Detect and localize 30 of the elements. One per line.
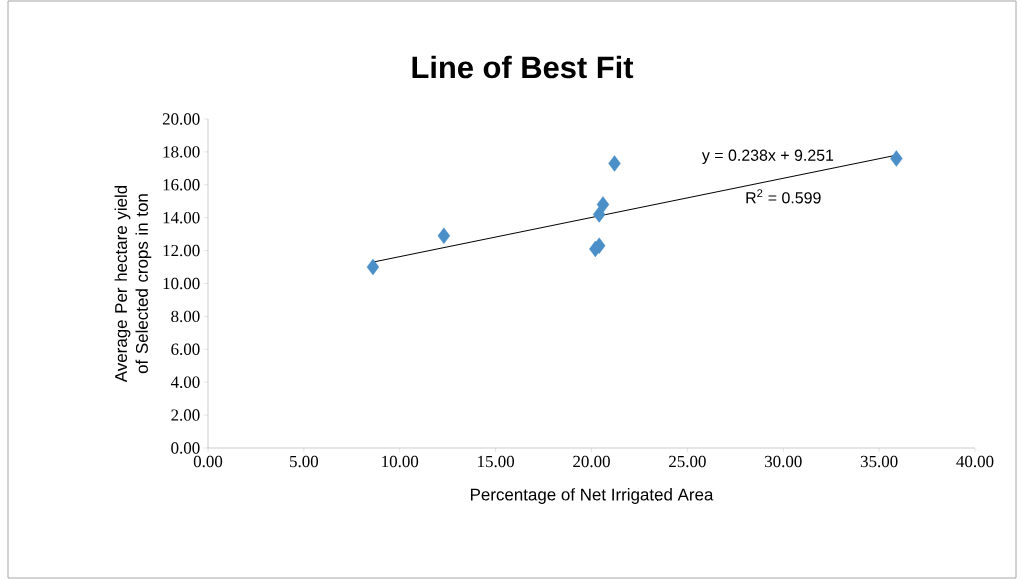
x-tick-label: 25.00 [669, 455, 706, 468]
x-tick-label: 10.00 [382, 455, 419, 468]
point [890, 150, 903, 167]
y-axis-title: Average Per hectare yield of Selected crops in ton [114, 185, 152, 383]
x-tick-label: 40.00 [956, 455, 994, 468]
y-tick-label: 16.00 [163, 179, 200, 191]
chart-title: Line of Best Fit [412, 55, 634, 79]
x-tick-label: 5.00 [290, 455, 319, 468]
y-tick-label: 14.00 [163, 211, 200, 224]
y-tick-label: 2.00 [171, 409, 200, 421]
x-tick-label: 30.00 [765, 455, 802, 468]
x-tick-label: 35.00 [860, 455, 898, 468]
y-tick-label: 8.00 [171, 310, 200, 323]
annotation: y = 0.238x + 9.251 [701, 149, 834, 165]
point [437, 227, 451, 244]
x-tick-label: 0.00 [193, 455, 223, 468]
point [596, 196, 610, 213]
y-tick-label: 20.00 [162, 113, 200, 125]
y-tick-label: 12.00 [163, 244, 200, 257]
x-tick-label: 15.00 [478, 455, 515, 468]
x-axis-title: Percentage of Net Irrigated Area [470, 488, 714, 504]
y-tick-label: 18.00 [163, 146, 200, 158]
y-tick-label: 0.00 [171, 442, 200, 454]
y-tick-label: 4.00 [170, 376, 200, 388]
point [608, 155, 621, 172]
x-tick-label: 20.00 [573, 455, 610, 468]
annotation: R$^{2}$ = 0.599 [746, 189, 821, 204]
y-tick-label: 10.00 [163, 277, 200, 290]
point [366, 258, 380, 276]
y-tick-label: 6.00 [171, 343, 200, 356]
